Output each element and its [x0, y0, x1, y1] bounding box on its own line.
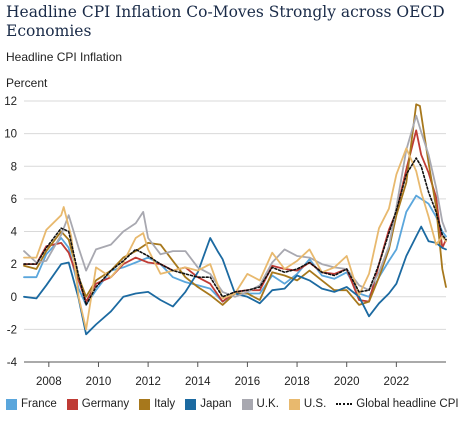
x-tick-label: 2018 — [284, 376, 310, 388]
legend-item-uk: U.K. — [241, 398, 279, 410]
y-tick-label: 4 — [11, 227, 18, 239]
legend-item-global: Global headline CPI — [336, 398, 459, 410]
legend-swatch-uk — [241, 398, 253, 410]
legend-item-japan: Japan — [185, 398, 232, 410]
legend-label-germany: Germany — [81, 398, 130, 410]
chart-subtitle: Headline CPI Inflation — [6, 50, 123, 64]
series-line-global-headline-cpi — [23, 157, 447, 306]
legend-label-uk: U.K. — [256, 398, 279, 410]
legend-label-us: U.S. — [303, 398, 327, 410]
legend-swatch-germany — [66, 398, 78, 410]
x-tick-label: 2022 — [384, 376, 410, 388]
legend-swatch-france — [6, 398, 17, 410]
y-tick-label: 6 — [11, 194, 17, 206]
y-tick-label: 2 — [11, 259, 17, 271]
legend-item-france: France — [6, 398, 57, 410]
x-tick-label: 2016 — [235, 376, 261, 388]
chart-legend: France Germany Italy Japan U.K. U.S. Glo… — [6, 398, 461, 410]
x-tick-label: 2014 — [185, 376, 211, 388]
y-tick-label: 0 — [11, 292, 17, 304]
y-tick-label: 8 — [11, 161, 17, 173]
legend-label-japan: Japan — [200, 398, 232, 410]
legend-item-italy: Italy — [139, 398, 175, 410]
series-line-germany — [23, 129, 447, 303]
y-tick-label: -4 — [7, 357, 18, 369]
series-line-italy — [23, 103, 447, 306]
y-tick-label: 12 — [4, 96, 17, 108]
legend-item-germany: Germany — [66, 398, 130, 410]
legend-swatch-italy — [139, 398, 151, 410]
x-tick-label: 2010 — [86, 376, 112, 388]
x-tick-label: 2020 — [334, 376, 360, 388]
legend-swatch-us — [288, 398, 300, 410]
x-tick-label: 2012 — [135, 376, 161, 388]
legend-label-italy: Italy — [154, 398, 176, 410]
y-tick-label: 10 — [4, 129, 17, 141]
y-axis-label: Percent — [6, 76, 48, 90]
series-line-u-k — [23, 114, 447, 298]
y-tick-label: -2 — [7, 324, 17, 336]
chart-title: Headline CPI Inflation Co-Moves Strongly… — [6, 3, 445, 40]
legend-label-france: France — [21, 398, 57, 410]
series-line-u-s — [23, 147, 447, 331]
legend-swatch-japan — [185, 398, 197, 410]
legend-swatch-global — [336, 403, 353, 405]
legend-label-global: Global headline CPI — [356, 398, 459, 410]
series-line-japan — [23, 225, 447, 336]
x-tick-label: 2008 — [36, 376, 62, 388]
legend-item-us: U.S. — [288, 398, 327, 410]
